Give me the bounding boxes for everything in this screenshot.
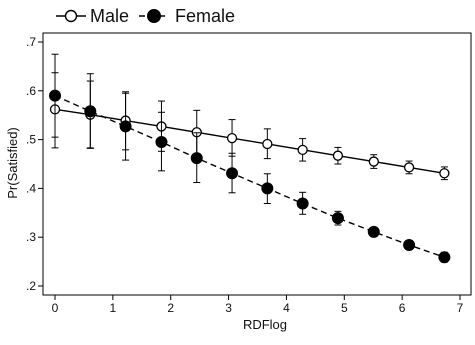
data-point-female [119,120,132,133]
data-point-male [297,144,308,155]
series-male [49,72,450,181]
series-line-female [54,95,445,258]
data-point-male [368,156,379,167]
series-layer [49,53,451,264]
data-point-male [332,150,344,161]
x-tick-label: 4 [283,301,290,315]
legend-label-female: Female [175,6,235,26]
axes: 0 1 2 3 4 5 6 7 .2 .3 .4 .5 .6 .7 [26,35,464,315]
data-point-female [190,152,203,165]
data-point-male [262,138,273,150]
y-tick-label: .4 [26,181,36,195]
legend-marker-female [147,9,161,23]
x-tick-label: 1 [110,301,117,315]
x-tick-label: 6 [399,301,406,315]
data-point-female [403,239,416,252]
y-axis-title: Pr(Satisfied) [5,127,20,199]
data-point-female [438,251,451,264]
data-point-female [261,182,274,195]
series-line-male [54,108,445,174]
plot-area-frame [42,32,472,296]
legend-label-male: Male [90,6,129,26]
y-tick-label: .3 [26,230,36,244]
x-tick-label: 2 [167,301,174,315]
data-point-female [331,212,344,225]
x-tick-label: 5 [341,301,348,315]
y-tick-label: .2 [26,279,36,293]
y-tick-label: .5 [26,133,36,147]
data-point-female [367,225,380,238]
series-female [49,53,451,264]
legend-marker-male [64,9,78,23]
y-tick-label: .7 [26,35,36,49]
x-axis-title: RDFlog [243,317,287,332]
x-tick-label: 7 [457,301,464,315]
data-point-female [49,89,61,102]
y-tick-label: .6 [26,84,36,98]
data-point-female [84,105,97,118]
data-point-female [155,136,168,149]
legend-item-male: Male [56,6,129,26]
data-point-female [226,167,239,180]
x-tick-label: 0 [52,301,59,315]
x-tick-label: 3 [225,301,232,315]
data-point-female [296,197,309,210]
legend-item-female: Female [139,6,235,26]
data-point-male [439,168,450,179]
legend: Male Female [56,6,235,26]
data-point-male [226,132,238,144]
data-point-male [403,162,415,173]
